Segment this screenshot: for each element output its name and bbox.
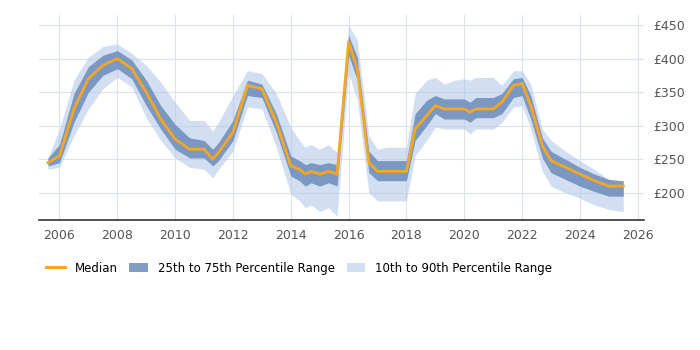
Legend: Median, 25th to 75th Percentile Range, 10th to 90th Percentile Range: Median, 25th to 75th Percentile Range, 1… xyxy=(41,257,556,279)
